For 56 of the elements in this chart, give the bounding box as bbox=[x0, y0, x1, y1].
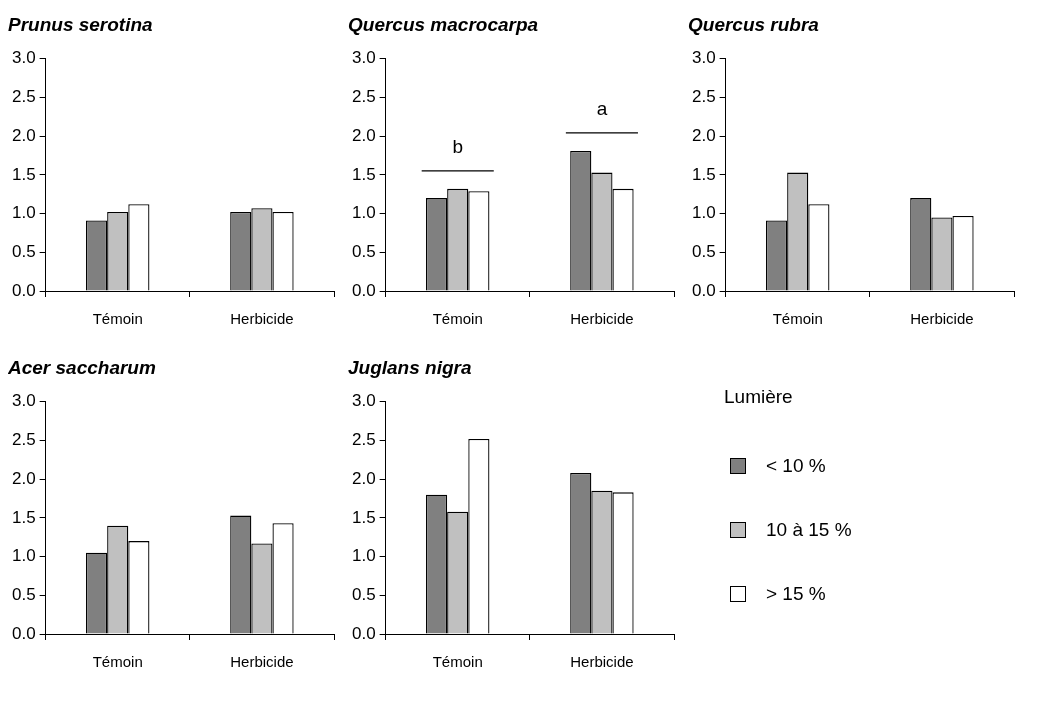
chart-title: Quercus rubra bbox=[688, 13, 820, 35]
x-tick-label: Témoin bbox=[92, 653, 143, 671]
y-tick-label: 1.5 bbox=[691, 164, 716, 184]
y-tick-label: 2.5 bbox=[351, 87, 376, 107]
y-tick-label: 2.5 bbox=[11, 430, 36, 450]
y-tick-label: 3.0 bbox=[351, 48, 376, 68]
y-tick-label: 1.5 bbox=[351, 164, 376, 184]
y-tick-label: 1.0 bbox=[691, 203, 716, 223]
y-tick-label: 2.5 bbox=[691, 87, 716, 107]
x-tick-label: Témoin bbox=[772, 310, 823, 328]
chart-title: Prunus serotina bbox=[8, 13, 154, 35]
annotation: b bbox=[452, 135, 464, 157]
y-tick-label: 2.0 bbox=[691, 125, 716, 145]
x-tick-label: Témoin bbox=[432, 653, 483, 671]
legend-title: Lumière bbox=[724, 386, 794, 408]
y-tick-label: 3.0 bbox=[691, 48, 716, 68]
x-tick-label: Herbicide bbox=[570, 653, 634, 671]
y-tick-label: 0.5 bbox=[691, 241, 716, 261]
y-tick-label: 1.0 bbox=[11, 203, 36, 223]
y-tick-label: 2.0 bbox=[11, 468, 36, 488]
y-tick-label: 2.5 bbox=[11, 87, 36, 107]
chart-title: Juglans nigra bbox=[348, 356, 472, 378]
text: > 15 % bbox=[766, 583, 826, 605]
annotation: a bbox=[596, 97, 608, 119]
y-tick-label: 0.5 bbox=[11, 584, 36, 604]
y-tick-label: 2.5 bbox=[351, 430, 376, 450]
y-tick-label: 0.0 bbox=[351, 280, 376, 300]
y-tick-label: 0.5 bbox=[11, 241, 36, 261]
y-tick-label: 3.0 bbox=[11, 391, 36, 411]
legend-label: < 10 % bbox=[766, 455, 826, 477]
y-tick-label: 3.0 bbox=[351, 391, 376, 411]
y-tick-label: 3.0 bbox=[11, 48, 36, 68]
y-tick-label: 1.0 bbox=[351, 203, 376, 223]
y-tick-label: 0.0 bbox=[11, 280, 36, 300]
x-tick-label: Herbicide bbox=[230, 653, 294, 671]
chart-title: Quercus macrocarpa bbox=[348, 13, 539, 35]
y-tick-label: 2.0 bbox=[351, 468, 376, 488]
y-tick-label: 2.0 bbox=[11, 125, 36, 145]
x-tick-label: Herbicide bbox=[230, 310, 294, 328]
legend-label: 10 à 15 % bbox=[766, 519, 852, 541]
y-tick-label: 0.5 bbox=[351, 584, 376, 604]
x-tick-label: Herbicide bbox=[910, 310, 974, 328]
y-tick-label: 1.5 bbox=[11, 507, 36, 527]
x-tick-label: Témoin bbox=[432, 310, 483, 328]
y-tick-label: 1.5 bbox=[11, 164, 36, 184]
chart-title: Acer saccharum bbox=[7, 356, 156, 378]
y-tick-label: 0.0 bbox=[691, 280, 716, 300]
y-tick-label: 2.0 bbox=[351, 125, 376, 145]
y-tick-label: 1.0 bbox=[11, 546, 36, 566]
x-tick-label: Témoin bbox=[92, 310, 143, 328]
y-tick-label: 1.5 bbox=[351, 507, 376, 527]
y-tick-label: 0.0 bbox=[351, 623, 376, 643]
y-tick-label: 0.0 bbox=[11, 623, 36, 643]
x-tick-label: Herbicide bbox=[570, 310, 634, 328]
y-tick-label: 0.5 bbox=[351, 241, 376, 261]
y-tick-label: 1.0 bbox=[351, 546, 376, 566]
